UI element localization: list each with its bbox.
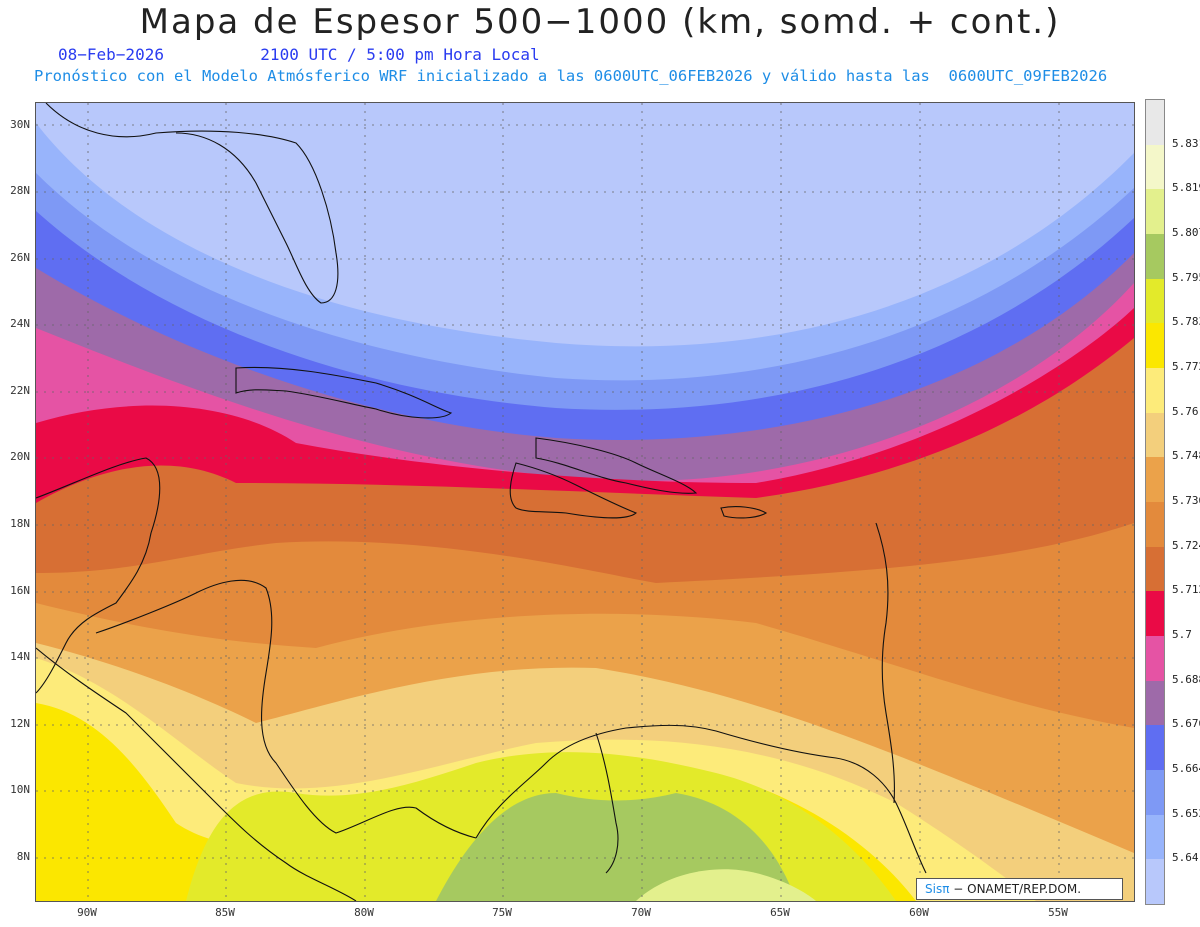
colorbar-label: 5.64 bbox=[1172, 851, 1199, 865]
lon-label: 55W bbox=[1048, 906, 1068, 919]
colorbar-swatch bbox=[1146, 546, 1164, 592]
colorbar-swatch bbox=[1146, 770, 1164, 816]
lat-label: 24N bbox=[10, 317, 30, 330]
colorbar-swatch bbox=[1146, 144, 1164, 190]
colorbar-label: 5.783 bbox=[1172, 315, 1200, 329]
colorbar bbox=[1145, 99, 1165, 905]
band-5.819 bbox=[636, 869, 816, 901]
colorbar-label: 5.819 bbox=[1172, 181, 1200, 195]
org-text: − ONAMET/REP.DOM. bbox=[953, 882, 1082, 896]
colorbar-swatch bbox=[1146, 636, 1164, 682]
colorbar-swatch bbox=[1146, 814, 1164, 860]
lon-label: 70W bbox=[631, 906, 651, 919]
colorbar-label: 5.676 bbox=[1172, 717, 1200, 731]
lat-label: 10N bbox=[10, 783, 30, 796]
graticule bbox=[36, 103, 1134, 901]
colorbar-label: 5.831 bbox=[1172, 136, 1200, 150]
credit-box: Sisπ − ONAMET/REP.DOM. bbox=[916, 878, 1123, 900]
lat-label: 26N bbox=[10, 251, 30, 264]
lat-label: 30N bbox=[10, 118, 30, 131]
colorbar-label: 5.795 bbox=[1172, 270, 1200, 284]
colorbar-swatch bbox=[1146, 680, 1164, 726]
colorbar-label: 5.76 bbox=[1172, 404, 1199, 418]
lat-label: 12N bbox=[10, 717, 30, 730]
coastlines bbox=[36, 103, 927, 901]
colorbar-swatch bbox=[1146, 368, 1164, 414]
colorbar-label: 5.7 bbox=[1172, 628, 1192, 641]
colorbar-swatch bbox=[1146, 859, 1164, 905]
colorbar-label: 5.772 bbox=[1172, 360, 1200, 373]
colorbar-label: 5.724 bbox=[1172, 538, 1200, 552]
lat-label: 8N bbox=[16, 850, 30, 863]
forecast-info: Pronóstico con el Modelo Atmósferico WRF… bbox=[34, 67, 1108, 85]
colorbar-swatch bbox=[1146, 100, 1164, 146]
colorbar-swatch bbox=[1146, 189, 1164, 235]
thickness-map bbox=[35, 102, 1135, 902]
colorbar-label: 5.748 bbox=[1172, 449, 1200, 463]
lon-label: 80W bbox=[354, 906, 374, 919]
lon-label: 90W bbox=[77, 906, 97, 919]
sis-logo-text: Sisπ bbox=[925, 882, 950, 896]
map-title: Mapa de Espesor 500−1000 (km, somd. + co… bbox=[139, 2, 1061, 42]
colorbar-swatch bbox=[1146, 323, 1164, 369]
colorbar-label: 5.652 bbox=[1172, 806, 1200, 820]
lon-label: 85W bbox=[215, 906, 235, 919]
time-text: 2100 UTC / 5:00 pm Hora Local bbox=[260, 45, 540, 64]
lon-label: 65W bbox=[770, 906, 790, 919]
lon-label: 75W bbox=[492, 906, 512, 919]
map-svg bbox=[36, 103, 1134, 901]
colorbar-label: 5.736 bbox=[1172, 494, 1200, 507]
date-text: 08−Feb−2026 bbox=[58, 45, 164, 64]
colorbar-label: 5.807 bbox=[1172, 226, 1200, 239]
colorbar-label: 5.664 bbox=[1172, 762, 1200, 775]
colorbar-swatch bbox=[1146, 502, 1164, 548]
colorbar-label: 5.688 bbox=[1172, 672, 1200, 686]
lat-label: 14N bbox=[10, 650, 30, 663]
lat-label: 18N bbox=[10, 517, 30, 530]
colorbar-swatch bbox=[1146, 591, 1164, 637]
colorbar-swatch bbox=[1146, 725, 1164, 771]
lat-label: 20N bbox=[10, 450, 30, 463]
valid-date: 08−Feb−2026 2100 UTC / 5:00 pm Hora Loca… bbox=[58, 45, 540, 64]
lon-label: 60W bbox=[909, 906, 929, 919]
lat-label: 22N bbox=[10, 384, 30, 397]
colorbar-swatch bbox=[1146, 412, 1164, 458]
colorbar-label: 5.712 bbox=[1172, 583, 1200, 597]
colorbar-swatch bbox=[1146, 457, 1164, 503]
colorbar-swatch bbox=[1146, 234, 1164, 280]
colorbar-swatch bbox=[1146, 278, 1164, 324]
lat-label: 16N bbox=[10, 584, 30, 597]
lat-label: 28N bbox=[10, 184, 30, 197]
